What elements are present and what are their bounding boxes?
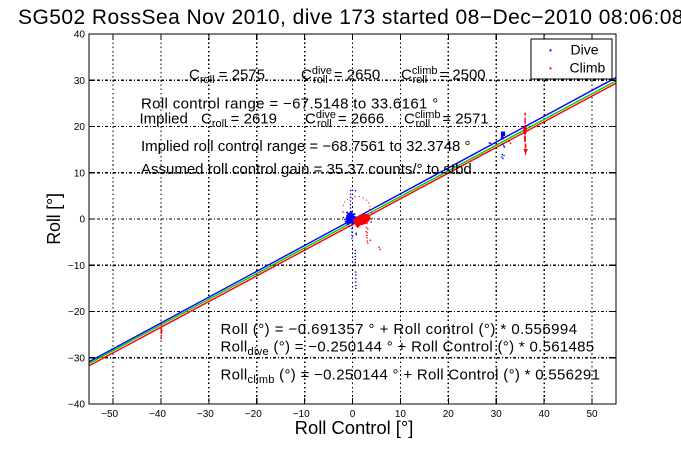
svg-text:Dive: Dive <box>571 42 599 58</box>
svg-text:−20: −20 <box>245 409 262 420</box>
svg-text:10: 10 <box>395 409 407 420</box>
svg-text:−40: −40 <box>68 400 85 411</box>
svg-text:SG502 RossSea Nov 2010, dive 1: SG502 RossSea Nov 2010, dive 173 started… <box>18 6 681 29</box>
svg-text:40: 40 <box>539 409 551 420</box>
svg-text:Roll control range = −67.5148: Roll control range = −67.5148 to 33.6161… <box>141 96 439 113</box>
svg-text:−10: −10 <box>293 409 310 420</box>
svg-text:−40: −40 <box>149 409 166 420</box>
svg-text:−10: −10 <box>68 261 85 272</box>
svg-text:Assumed roll control gain = 35: Assumed roll control gain = 35.37 counts… <box>141 161 472 178</box>
svg-text:Roll Control [°]: Roll Control [°] <box>295 417 414 438</box>
svg-text:20: 20 <box>74 122 86 133</box>
svg-text:20: 20 <box>443 409 455 420</box>
svg-text:30: 30 <box>74 76 86 87</box>
svg-text:−50: −50 <box>101 409 118 420</box>
svg-text:Rolldive (°) = −0.250144 ° + R: Rolldive (°) = −0.250144 ° + Roll Contro… <box>221 339 595 359</box>
svg-text:Implied roll control range = −: Implied roll control range = −68.7561 to… <box>141 138 471 155</box>
svg-text:Climb: Climb <box>570 60 606 76</box>
svg-text:50: 50 <box>586 409 598 420</box>
svg-text:−20: −20 <box>68 307 85 318</box>
svg-text:Roll (°) = −0.691357 ° + Roll: Roll (°) = −0.691357 ° + Roll control (°… <box>221 321 578 338</box>
svg-text:−30: −30 <box>68 353 85 364</box>
svg-text:Roll [°]: Roll [°] <box>44 193 64 245</box>
svg-text:30: 30 <box>491 409 503 420</box>
svg-text:10: 10 <box>74 168 86 179</box>
svg-text:Implied: Implied <box>140 111 188 128</box>
svg-text:0: 0 <box>79 215 85 226</box>
svg-text:40: 40 <box>74 30 86 41</box>
svg-text:0: 0 <box>350 409 356 420</box>
svg-text:Rollclimb (°) = −0.250144 ° +: Rollclimb (°) = −0.250144 ° + Roll Contr… <box>221 367 601 387</box>
svg-text:−30: −30 <box>197 409 214 420</box>
